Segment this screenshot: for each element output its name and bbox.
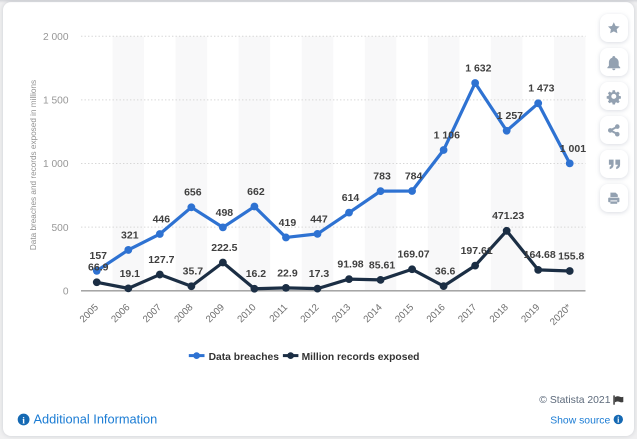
svg-text:1 106: 1 106 (434, 129, 460, 141)
svg-text:22.9: 22.9 (277, 267, 298, 279)
svg-text:2006: 2006 (109, 302, 132, 325)
svg-text:127.7: 127.7 (148, 254, 174, 266)
svg-text:1 000: 1 000 (43, 159, 69, 170)
svg-text:197.61: 197.61 (461, 245, 493, 257)
svg-text:i: i (22, 416, 25, 426)
svg-text:19.1: 19.1 (120, 268, 141, 280)
svg-text:2015: 2015 (393, 302, 416, 325)
svg-text:Million records exposed: Million records exposed (302, 352, 420, 363)
svg-text:Additional Information: Additional Information (34, 412, 158, 427)
svg-text:447: 447 (310, 213, 328, 225)
svg-text:2007: 2007 (141, 302, 164, 325)
svg-text:Data breaches and records expo: Data breaches and records exposed in mil… (29, 80, 38, 250)
svg-text:662: 662 (247, 186, 265, 198)
svg-text:1 473: 1 473 (528, 83, 554, 95)
svg-text:Show source: Show source (550, 416, 610, 427)
svg-text:2019: 2019 (519, 302, 542, 325)
svg-text:498: 498 (216, 207, 234, 219)
svg-text:2005: 2005 (78, 302, 101, 325)
svg-text:66.9: 66.9 (88, 262, 109, 274)
svg-text:155.8: 155.8 (558, 250, 584, 262)
svg-text:500: 500 (52, 223, 69, 234)
svg-text:2010: 2010 (236, 302, 259, 325)
svg-text:784: 784 (405, 170, 423, 182)
svg-text:2018: 2018 (488, 302, 511, 325)
svg-text:85.61: 85.61 (369, 259, 395, 271)
svg-text:471.23: 471.23 (492, 210, 524, 222)
svg-text:614: 614 (342, 192, 360, 204)
svg-text:1 632: 1 632 (465, 62, 491, 74)
svg-text:164.68: 164.68 (524, 249, 556, 261)
svg-text:2016: 2016 (425, 302, 448, 325)
svg-text:2011: 2011 (268, 302, 291, 325)
svg-text:2008: 2008 (172, 302, 195, 325)
svg-text:2 000: 2 000 (43, 32, 69, 43)
svg-text:1 001: 1 001 (560, 143, 586, 155)
svg-text:1 500: 1 500 (43, 95, 69, 106)
svg-text:© Statista 2021: © Statista 2021 (539, 395, 610, 406)
svg-text:i: i (617, 416, 620, 425)
svg-text:0: 0 (63, 286, 69, 297)
svg-text:157: 157 (90, 250, 108, 262)
svg-text:2009: 2009 (204, 302, 227, 325)
svg-text:783: 783 (373, 171, 391, 183)
svg-text:321: 321 (121, 229, 139, 241)
svg-text:Data breaches: Data breaches (209, 352, 280, 363)
svg-text:419: 419 (279, 217, 297, 229)
svg-text:2020*: 2020* (548, 302, 574, 328)
svg-text:656: 656 (184, 187, 202, 199)
svg-text:17.3: 17.3 (309, 268, 330, 280)
svg-text:222.5: 222.5 (211, 242, 237, 254)
svg-text:1 257: 1 257 (497, 110, 523, 122)
svg-text:35.7: 35.7 (183, 266, 204, 278)
svg-text:446: 446 (153, 213, 171, 225)
svg-text:169.07: 169.07 (398, 249, 430, 261)
svg-text:2014: 2014 (362, 302, 385, 325)
svg-text:36.6: 36.6 (435, 266, 456, 278)
svg-text:2012: 2012 (299, 302, 322, 325)
svg-text:2013: 2013 (330, 302, 353, 325)
svg-text:16.2: 16.2 (246, 268, 267, 280)
svg-text:91.98: 91.98 (337, 258, 363, 270)
svg-text:2017: 2017 (456, 302, 479, 325)
